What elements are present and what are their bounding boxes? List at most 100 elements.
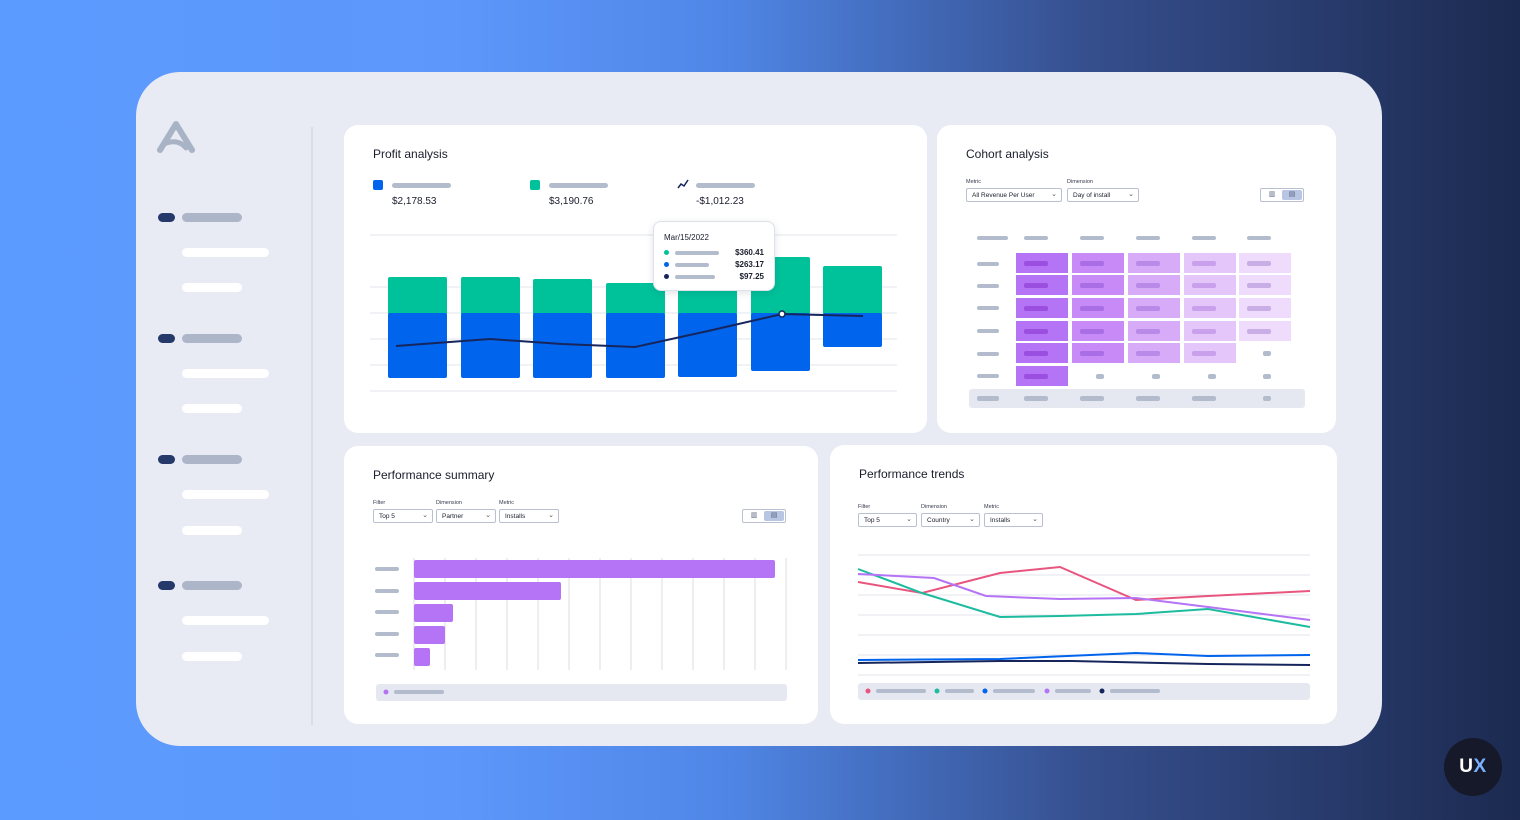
- trend-line-teal[interactable]: [857, 568, 1311, 628]
- dimension-label: Dimension: [436, 500, 462, 506]
- metric-label: Metric: [966, 179, 981, 185]
- trend-line-navy[interactable]: [857, 660, 1311, 666]
- nav-item-4-1[interactable]: [182, 616, 269, 625]
- dimension-select-value: Country: [927, 517, 950, 524]
- bar-teal-7[interactable]: [823, 266, 882, 315]
- metric-select-value: Installs: [505, 513, 526, 520]
- nav-item-3-1[interactable]: [182, 490, 269, 499]
- summary-bar-2[interactable]: [414, 582, 561, 600]
- sidebar: [136, 72, 313, 746]
- bar-chart-icon[interactable]: ▥: [750, 512, 758, 519]
- tooltip-dot-navy: [664, 274, 669, 279]
- cohort-heatmap: [969, 236, 1305, 408]
- card-title: Cohort analysis: [966, 147, 1049, 161]
- card-title: Performance summary: [373, 468, 495, 482]
- nav-section-2[interactable]: [182, 334, 242, 343]
- bar-blue-5[interactable]: [678, 313, 737, 377]
- performance-trends-card: Performance trends Filter Top 5 ⌄ Dimens…: [830, 445, 1337, 724]
- nav-item-4-2[interactable]: [182, 652, 242, 661]
- filter-label: Filter: [373, 500, 386, 506]
- dimension-select[interactable]: Partner ⌄: [436, 509, 496, 523]
- nav-section-4-icon: [158, 581, 175, 590]
- summary-bar-4[interactable]: [414, 626, 445, 644]
- legend-swatch-teal: [530, 180, 540, 190]
- filter-select-value: Top 5: [864, 517, 880, 524]
- bar-teal-1[interactable]: [388, 277, 447, 315]
- legend-label-placeholder: [549, 183, 608, 188]
- table-icon[interactable]: ▤: [764, 511, 784, 521]
- view-toggle[interactable]: ▥ ▤: [742, 509, 786, 523]
- dimension-select[interactable]: Day of install ⌄: [1067, 188, 1139, 202]
- filter-select-value: Top 5: [379, 513, 395, 520]
- bar-blue-1[interactable]: [388, 313, 447, 378]
- ux-badge-u: U: [1459, 756, 1474, 777]
- tooltip-row: $263.17: [664, 260, 764, 270]
- dimension-select-value: Partner: [442, 513, 464, 520]
- ux-badge-x: X: [1473, 756, 1487, 777]
- bar-blue-7[interactable]: [823, 313, 882, 347]
- nav-section-3-icon: [158, 455, 175, 464]
- bar-teal-4[interactable]: [606, 283, 665, 315]
- chevron-down-icon: ⌄: [1032, 516, 1038, 523]
- trend-point-selected[interactable]: [778, 310, 786, 318]
- bar-blue-4[interactable]: [606, 313, 665, 378]
- tooltip-dot-teal: [664, 250, 669, 255]
- dimension-label: Dimension: [1067, 179, 1093, 185]
- chevron-down-icon: ⌄: [422, 512, 428, 519]
- card-title: Performance trends: [859, 467, 965, 481]
- bar-chart-icon[interactable]: ▥: [1268, 191, 1276, 198]
- metric-select[interactable]: All Revenue Per User ⌄: [966, 188, 1062, 202]
- bar-teal-3[interactable]: [533, 279, 592, 315]
- dimension-select-value: Day of install: [1073, 192, 1111, 199]
- metric-label: Metric: [984, 504, 999, 510]
- chevron-down-icon: ⌄: [906, 516, 912, 523]
- tooltip-label-placeholder: [675, 275, 715, 279]
- tooltip-value: $360.41: [735, 248, 764, 257]
- metric-select-value: Installs: [990, 517, 1011, 524]
- nav-item-3-2[interactable]: [182, 526, 242, 535]
- tooltip-row: $97.25: [664, 272, 764, 282]
- card-title: Profit analysis: [373, 147, 448, 161]
- nav-section-3[interactable]: [182, 455, 242, 464]
- nav-item-1-1[interactable]: [182, 248, 269, 257]
- app-logo-icon[interactable]: [156, 120, 198, 154]
- summary-bar-1[interactable]: [414, 560, 775, 578]
- chevron-down-icon: ⌄: [548, 512, 554, 519]
- filter-select[interactable]: Top 5 ⌄: [373, 509, 433, 523]
- trend-line-blue[interactable]: [857, 651, 1311, 661]
- legend-value-3: -$1,012.23: [696, 196, 744, 207]
- summary-bar-3[interactable]: [414, 604, 453, 622]
- summary-legend: [376, 684, 787, 701]
- view-toggle[interactable]: ▥ ▤: [1260, 188, 1304, 202]
- trends-line-chart: [857, 554, 1311, 700]
- tooltip-date: Mar/15/2022: [664, 233, 709, 242]
- nav-item-2-2[interactable]: [182, 404, 242, 413]
- summary-bar-5[interactable]: [414, 648, 430, 666]
- bar-blue-6[interactable]: [751, 313, 810, 371]
- dimension-select[interactable]: Country ⌄: [921, 513, 980, 527]
- profit-analysis-card: Profit analysis $2,178.53 $3,190.76 -$1,…: [344, 125, 927, 433]
- bar-blue-2[interactable]: [461, 313, 520, 378]
- sidebar-divider: [311, 127, 313, 725]
- summary-bar-chart: [375, 558, 787, 701]
- metric-select[interactable]: Installs ⌄: [984, 513, 1043, 527]
- bar-teal-5[interactable]: [678, 285, 737, 315]
- tooltip-value: $263.17: [735, 260, 764, 269]
- tooltip-value: $97.25: [739, 272, 764, 281]
- filter-select[interactable]: Top 5 ⌄: [858, 513, 917, 527]
- metric-select[interactable]: Installs ⌄: [499, 509, 559, 523]
- trend-line-purple[interactable]: [857, 573, 1311, 621]
- nav-section-1[interactable]: [182, 213, 242, 222]
- nav-section-4[interactable]: [182, 581, 242, 590]
- nav-item-1-2[interactable]: [182, 283, 242, 292]
- table-icon[interactable]: ▤: [1282, 190, 1302, 200]
- tooltip-row: $360.41: [664, 248, 764, 258]
- bar-blue-3[interactable]: [533, 313, 592, 378]
- filter-label: Filter: [858, 504, 871, 510]
- bar-teal-2[interactable]: [461, 277, 520, 315]
- ux-badge-logo: UX: [1444, 738, 1502, 796]
- nav-item-2-1[interactable]: [182, 369, 269, 378]
- legend-value-2: $3,190.76: [549, 196, 594, 207]
- chevron-down-icon: ⌄: [1128, 191, 1134, 198]
- chevron-down-icon: ⌄: [969, 516, 975, 523]
